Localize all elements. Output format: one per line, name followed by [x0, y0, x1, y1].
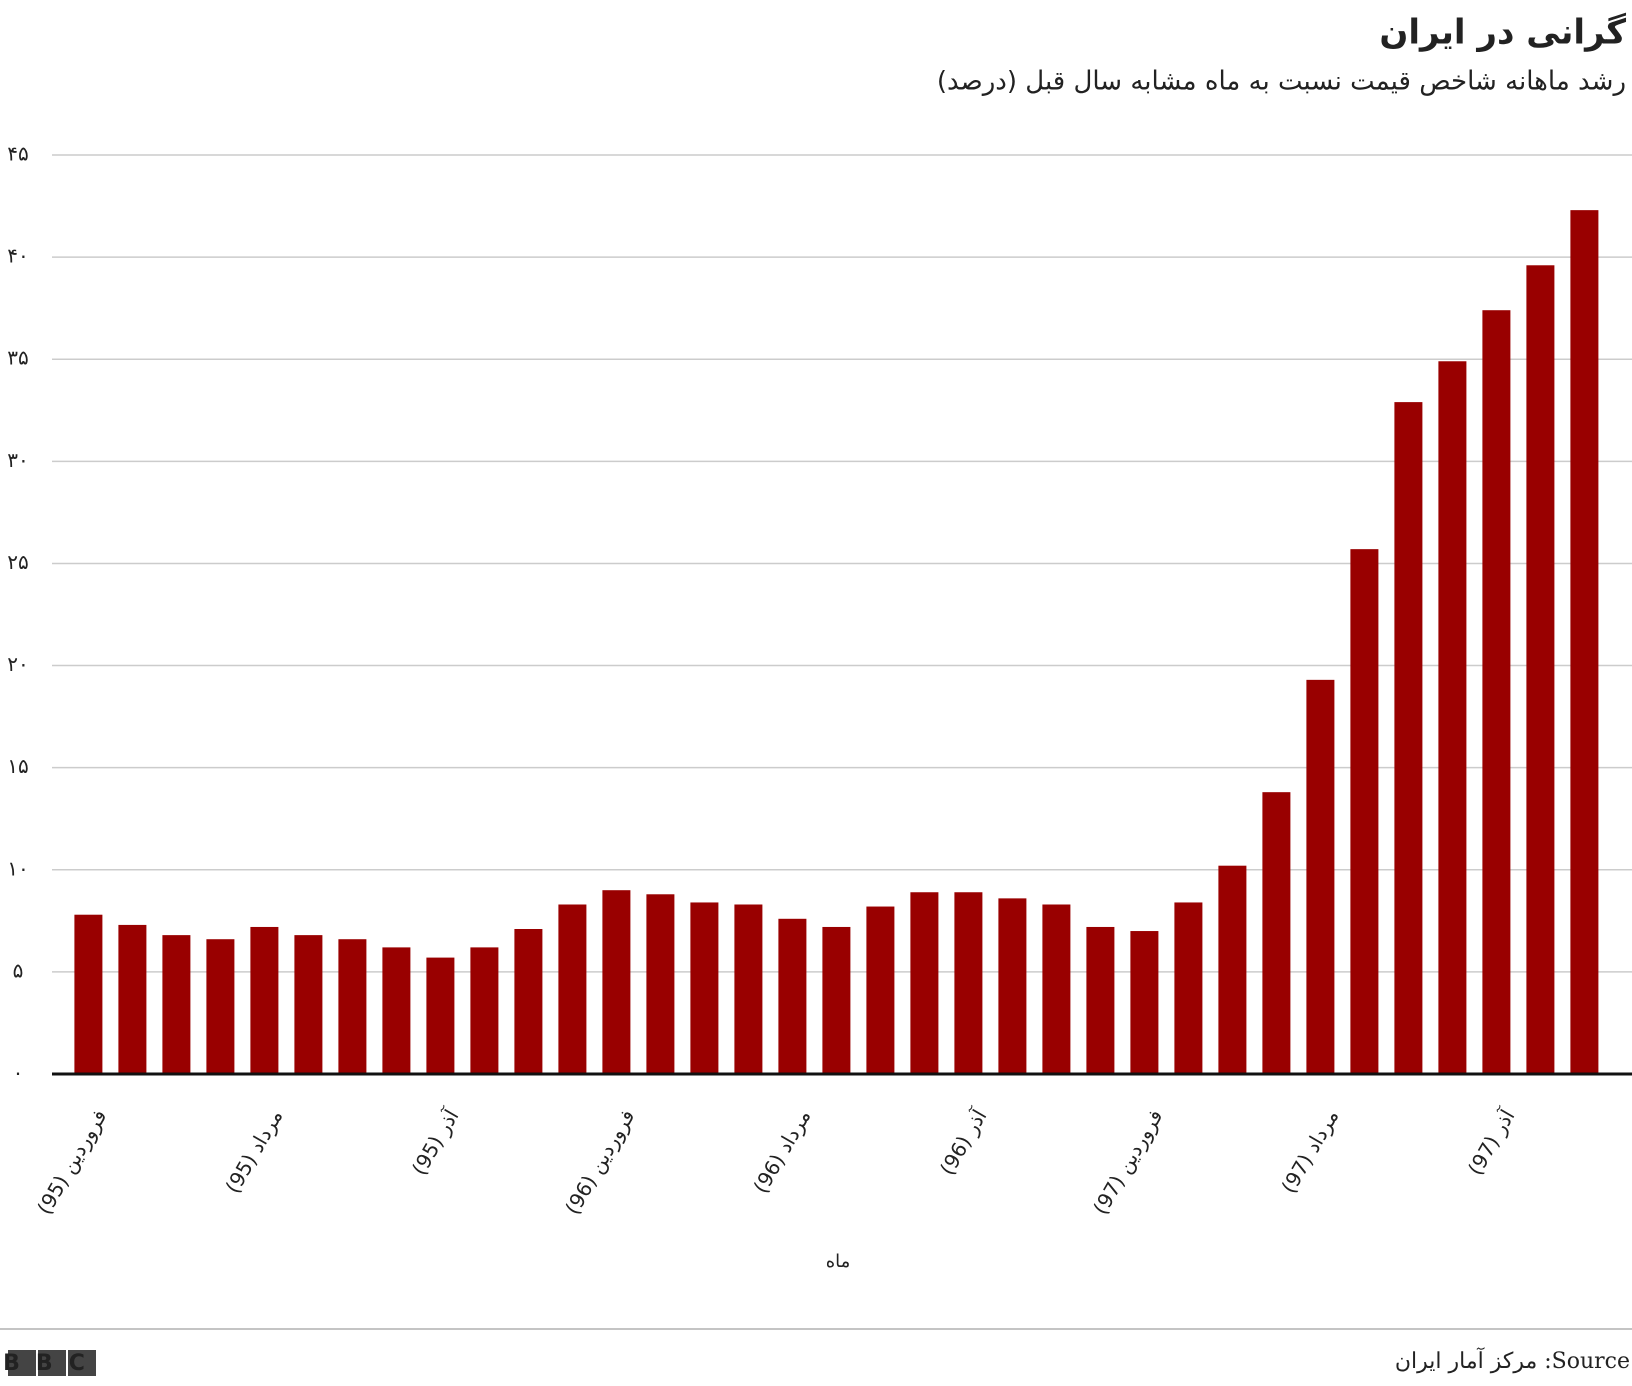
bar	[118, 924, 147, 1074]
bar	[646, 894, 675, 1074]
bar	[1306, 679, 1335, 1074]
x-tick-label: فروردین (97)	[1088, 1105, 1167, 1218]
bar	[690, 902, 719, 1074]
bar	[1482, 310, 1511, 1075]
logo-box	[68, 1350, 96, 1376]
chart-title: گرانی در ایران	[1379, 13, 1626, 53]
bar	[294, 935, 323, 1074]
bar	[1042, 904, 1071, 1074]
bar	[1526, 265, 1555, 1074]
bar	[1438, 361, 1467, 1075]
source: Source: مرکز آمار ایران	[1395, 1347, 1630, 1374]
bar	[778, 918, 807, 1074]
x-tick-label: مرداد (97)	[1276, 1105, 1343, 1197]
bar	[910, 892, 939, 1074]
bar	[206, 939, 235, 1074]
bar	[1350, 549, 1379, 1074]
bar	[998, 898, 1027, 1074]
x-axis-title: ماه	[826, 1251, 851, 1272]
bar	[1262, 792, 1291, 1074]
bar	[382, 947, 411, 1074]
bar	[1394, 402, 1423, 1074]
y-tick-label: ۰	[13, 1061, 24, 1085]
x-tick-label: آذر (95)	[406, 1104, 464, 1180]
logo: BBC	[3, 1350, 101, 1376]
bar	[1086, 926, 1115, 1074]
y-tick-label: ۱۰	[7, 856, 28, 880]
y-tick-label: ۳۰	[7, 448, 28, 472]
logo-text: BBC	[3, 1351, 101, 1376]
x-tick-label: فروردین (95)	[32, 1105, 111, 1218]
bar	[338, 939, 367, 1074]
y-tick-label: ۱۵	[7, 754, 28, 778]
bar	[74, 914, 103, 1074]
bar	[470, 947, 499, 1074]
y-tick-label: ۴۰	[7, 244, 28, 268]
y-tick-label: ۲۰	[7, 652, 28, 676]
bar	[558, 904, 587, 1074]
bar	[602, 890, 631, 1074]
bar	[162, 935, 191, 1074]
bar	[1218, 865, 1247, 1074]
bar	[1130, 931, 1159, 1074]
x-tick-label: آذر (96)	[934, 1104, 992, 1180]
bar	[1174, 902, 1203, 1074]
x-tick-label: مرداد (95)	[220, 1105, 287, 1197]
bar	[1570, 210, 1599, 1074]
bar	[250, 926, 279, 1074]
logo-box	[8, 1350, 36, 1376]
bar	[866, 906, 895, 1074]
y-tick-label: ۲۵	[7, 550, 28, 574]
bar	[734, 904, 763, 1074]
x-tick-label: آذر (97)	[1462, 1104, 1520, 1180]
y-tick-label: ۴۵	[7, 142, 28, 166]
bar	[514, 929, 543, 1074]
bar	[822, 926, 851, 1074]
logo-box	[38, 1350, 66, 1376]
y-tick-label: ۳۵	[7, 346, 28, 370]
chart-subtitle: رشد ماهانه شاخص قیمت نسبت به ماه مشابه س…	[937, 67, 1626, 97]
bar	[426, 957, 455, 1074]
bar	[954, 892, 983, 1074]
y-tick-label: ۵	[13, 958, 24, 982]
x-tick-label: مرداد (96)	[748, 1105, 815, 1197]
x-tick-label: فروردین (96)	[560, 1105, 639, 1218]
